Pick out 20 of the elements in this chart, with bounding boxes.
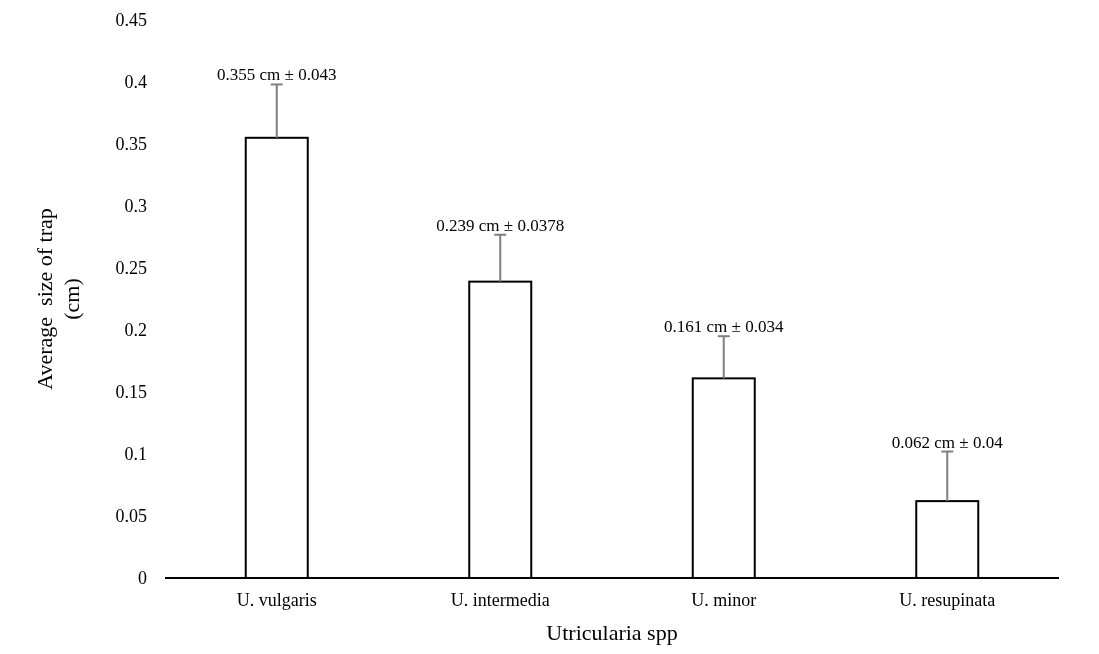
y-tick-label: 0.05	[115, 506, 147, 527]
y-tick-label: 0.3	[124, 196, 147, 217]
data-label: 0.239 cm ± 0.0378	[436, 215, 565, 235]
x-tick-label: U. vulgaris	[236, 590, 317, 610]
y-tick-label: 0.25	[115, 258, 147, 279]
x-tick-label: U. resupinata	[899, 590, 996, 610]
y-tick-label: 0	[138, 568, 147, 589]
x-axis-title: Utricularia spp	[546, 620, 678, 645]
y-tick-label: 0.15	[115, 382, 147, 403]
y-tick-label: 0.45	[115, 10, 147, 31]
data-label: 0.062 cm ± 0.04	[891, 432, 1004, 452]
y-tick-label: 0.2	[124, 320, 147, 341]
y-tick-label: 0.1	[124, 444, 147, 465]
y-tick-label: 0.4	[124, 72, 147, 93]
data-label: 0.355 cm ± 0.043	[217, 65, 337, 85]
x-tick-label: U. intermedia	[450, 590, 550, 610]
y-axis-title: Average size of trap (cm)	[32, 208, 84, 390]
y-tick-label: 0.35	[115, 134, 147, 155]
data-label: 0.161 cm ± 0.034	[664, 317, 784, 337]
x-tick-label: U. minor	[691, 590, 757, 610]
